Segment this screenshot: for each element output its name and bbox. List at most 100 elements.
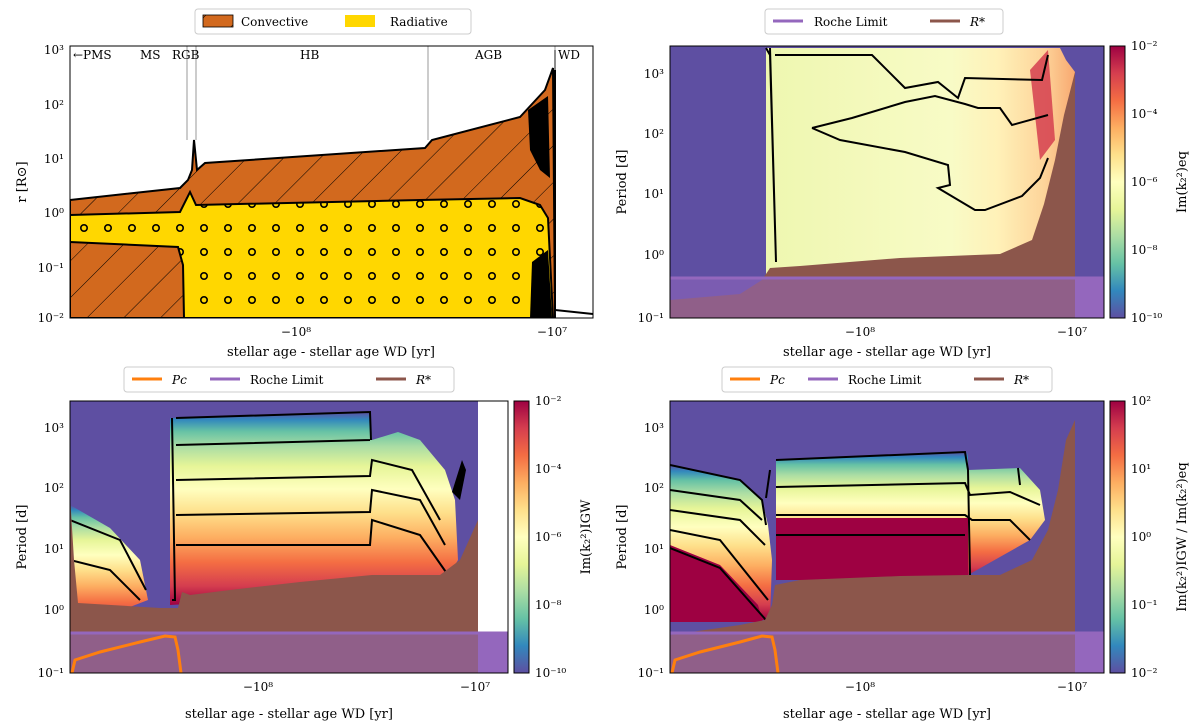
tr-legend-rstar: R* (969, 15, 985, 29)
tr-legend-roche: Roche Limit (814, 15, 888, 29)
br-roche-area (670, 633, 1075, 673)
tl-ytick-0.01: 10⁻² (38, 311, 65, 325)
br-wd-strip (1075, 633, 1104, 673)
br-legend-pc: Pc (769, 373, 785, 387)
tr-wd-strip (1075, 278, 1104, 318)
tl-legend: Convective Radiative (194, 8, 472, 35)
tr-cbar-tick-0: 10⁻² (1131, 39, 1158, 53)
tl-phase-hb: HB (300, 48, 319, 62)
bl-legend-roche: Roche Limit (250, 373, 324, 387)
br-legend-roche: Roche Limit (848, 373, 922, 387)
tr-contour-outer (765, 47, 777, 263)
bl-wd-white (478, 401, 508, 633)
tl-dark-region-agb (528, 96, 550, 178)
tr-ytick-1000: 10³ (644, 67, 664, 81)
tr-ytick-1: 10⁰ (644, 248, 664, 262)
tl-xlabel: stellar age - stellar age WD [yr] (227, 345, 435, 360)
br-ylabel: Period [d] (615, 505, 630, 570)
tr-cbar-tick-4: 10⁻¹⁰ (1131, 311, 1162, 325)
bl-igw-band (170, 412, 458, 605)
bl-dark-streak (452, 460, 466, 500)
bl-cbar-tick-3: 10⁻⁸ (535, 598, 562, 612)
tr-ytick-100: 10² (644, 127, 664, 141)
panel-top-right: 10³ 10² 10¹ 10⁰ 10⁻¹ −10⁸ −10⁷ stellar a… (615, 8, 1190, 360)
br-cbar-label: Im(k₂²)IGW / Im(k₂²)eq (1175, 462, 1190, 611)
tl-phase-agb: AGB (474, 48, 502, 62)
br-colorbar: 10² 10¹ 10⁰ 10⁻¹ 10⁻² Im(k₂²)IGW / Im(k₂… (1109, 394, 1190, 680)
bl-cbar-tick-4: 10⁻¹⁰ (535, 666, 566, 680)
tl-phase-pms: ←PMS (73, 48, 112, 62)
tr-colorbar-gradient (1109, 45, 1126, 319)
tl-legend-radiative: Radiative (390, 15, 448, 29)
bl-ytick-100: 10² (44, 481, 64, 495)
panel-bottom-right: 10³ 10² 10¹ 10⁰ 10⁻¹ −10⁸ −10⁷ stellar a… (615, 366, 1190, 722)
bl-ytick-0.1: 10⁻¹ (38, 666, 64, 680)
bl-axes-frame (69, 400, 509, 674)
br-xtick-1e8: −10⁸ (845, 680, 875, 694)
tr-yticks: 10³ 10² 10¹ 10⁰ 10⁻¹ (638, 67, 665, 325)
bl-cbar-tick-2: 10⁻⁶ (535, 530, 562, 544)
tr-eq-region (766, 48, 1075, 318)
tr-roche-area (670, 278, 1075, 318)
tl-dark-region-core (530, 250, 552, 318)
bl-legend-rstar: R* (415, 373, 431, 387)
tl-ytick-1000: 10³ (44, 43, 64, 57)
bl-ytick-1000: 10³ (44, 421, 64, 435)
panel-bottom-left: 10³ 10² 10¹ 10⁰ 10⁻¹ −10⁸ −10⁷ stellar a… (15, 366, 594, 722)
tl-legend-swatch-radiative (345, 15, 375, 27)
bl-wd-strip (478, 633, 508, 673)
br-ytick-10: 10¹ (644, 542, 664, 556)
br-legend: Pc Roche Limit R* (721, 366, 1053, 393)
br-cbar-tick-3: 10⁻¹ (1131, 598, 1157, 612)
br-rstar-area (670, 420, 1075, 673)
tr-ytick-10: 10¹ (644, 187, 664, 201)
tr-ytick-0.1: 10⁻¹ (638, 311, 664, 325)
bl-colorbar-gradient (513, 400, 530, 674)
tl-radiative-core (70, 189, 555, 318)
br-cbar-tick-0: 10² (1131, 394, 1151, 408)
bl-xtick-1e7: −10⁷ (460, 680, 490, 694)
br-pc-line (670, 634, 780, 673)
tr-xtick-1e7: −10⁷ (1057, 325, 1087, 339)
bl-early-band (70, 505, 148, 630)
br-ytick-1: 10⁰ (644, 603, 664, 617)
tl-axes-frame (69, 45, 594, 319)
tr-contour-inner (775, 54, 1049, 211)
tl-ytick-10: 10¹ (44, 152, 64, 166)
tr-rstar-area (670, 72, 1075, 318)
bl-cbar-tick-0: 10⁻² (535, 394, 562, 408)
tl-phase-rgb: RGB (172, 48, 200, 62)
bl-rstar-area (70, 401, 508, 673)
tr-xlabel: stellar age - stellar age WD [yr] (783, 345, 991, 360)
br-cbar-tick-4: 10⁻² (1131, 666, 1158, 680)
bl-ytick-10: 10¹ (44, 542, 64, 556)
bl-xtick-1e8: −10⁸ (243, 680, 273, 694)
tl-ylabel: r [R⊙] (15, 161, 30, 202)
bl-roche-area (70, 633, 478, 673)
bl-yticks: 10³ 10² 10¹ 10⁰ 10⁻¹ (38, 421, 65, 680)
tl-phase-wd: WD (558, 48, 580, 62)
tl-ytick-0.1: 10⁻¹ (38, 261, 64, 275)
br-ytick-0.1: 10⁻¹ (638, 666, 664, 680)
bl-cbar-label: Im(k₂²)IGW (579, 499, 594, 574)
br-saturated-region (776, 518, 968, 580)
tl-phase-ms: MS (140, 48, 161, 62)
tr-cbar-label: Im(k₂²)eq (1175, 151, 1190, 213)
bl-contours (70, 410, 449, 601)
tl-wd-line (554, 50, 593, 315)
tl-convective-core (70, 240, 186, 318)
tr-legend: Roche Limit R* (764, 8, 1004, 35)
bl-ytick-1: 10⁰ (44, 603, 64, 617)
br-colorbar-gradient (1109, 400, 1126, 674)
tr-cbar-tick-2: 10⁻⁶ (1131, 175, 1158, 189)
tr-colorbar: 10⁻² 10⁻⁴ 10⁻⁶ 10⁻⁸ 10⁻¹⁰ Im(k₂²)eq (1109, 39, 1190, 325)
bl-cbar-tick-1: 10⁻⁴ (535, 462, 562, 476)
bl-legend-pc: Pc (171, 373, 187, 387)
br-yticks: 10³ 10² 10¹ 10⁰ 10⁻¹ (638, 421, 665, 680)
bl-ylabel: Period [d] (15, 505, 30, 570)
br-cbar-tick-1: 10¹ (1131, 462, 1151, 476)
tr-red-streak (1030, 50, 1055, 160)
br-xtick-1e7: −10⁷ (1057, 680, 1087, 694)
tl-xtick-1e8: −10⁸ (281, 325, 311, 339)
